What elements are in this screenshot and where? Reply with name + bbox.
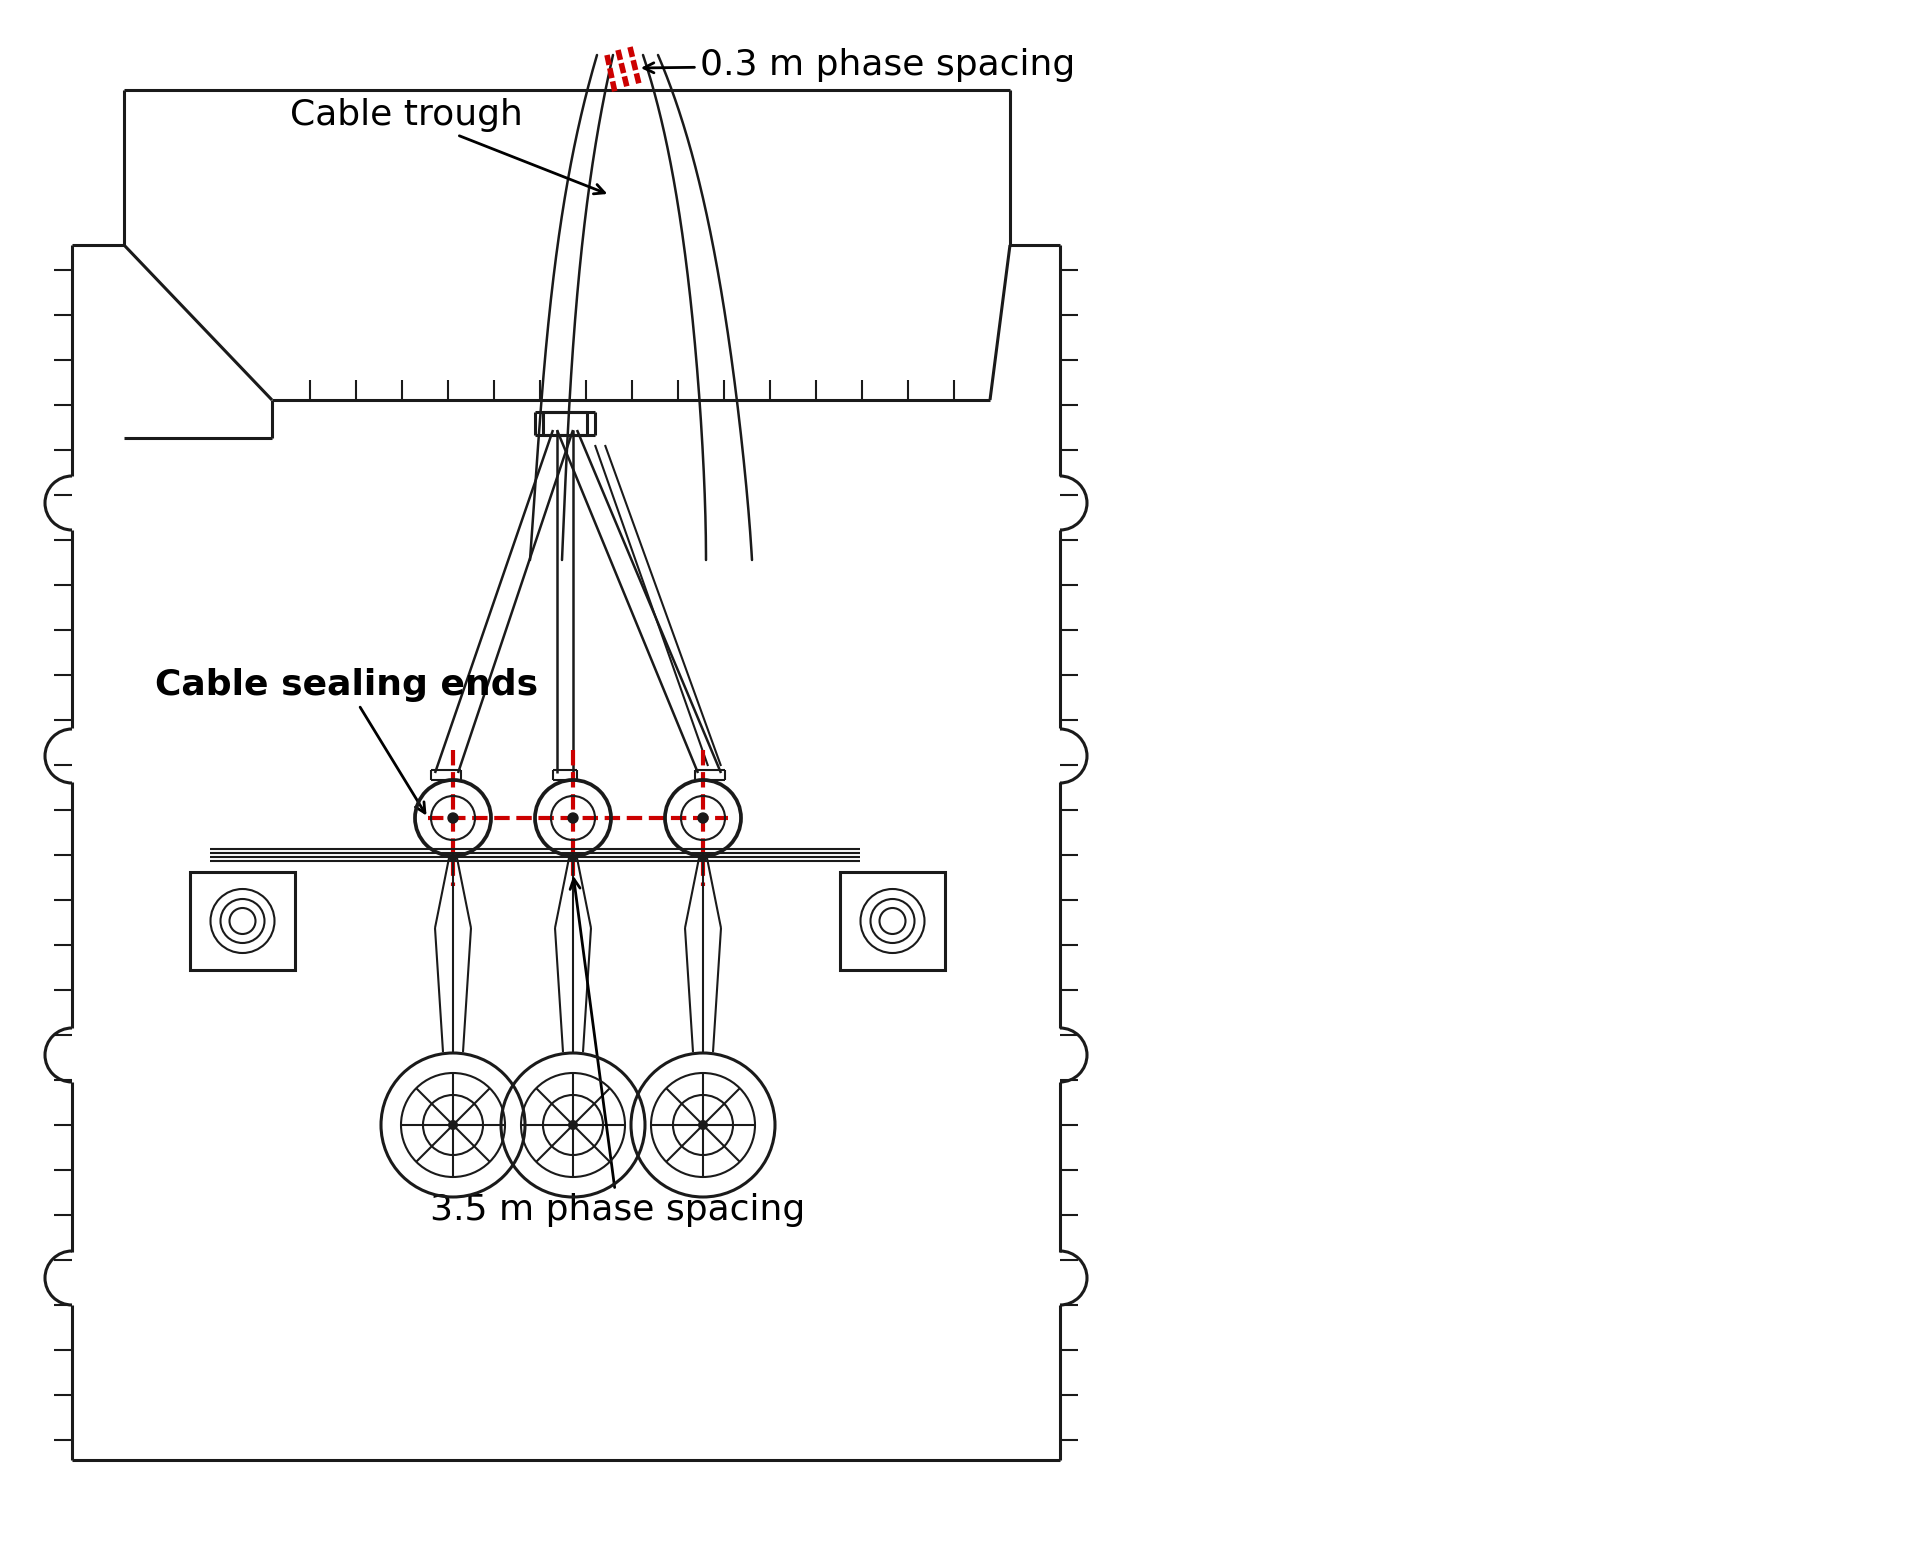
Circle shape [699,854,707,862]
Text: Cable trough: Cable trough [290,99,605,194]
Circle shape [447,1121,459,1130]
Circle shape [447,812,459,823]
Circle shape [568,1121,578,1130]
Circle shape [568,854,578,862]
Text: 3.5 m phase spacing: 3.5 m phase spacing [430,880,804,1227]
Bar [190,872,296,970]
Circle shape [449,854,457,862]
Circle shape [699,812,708,823]
Bar [841,872,945,970]
Circle shape [568,812,578,823]
Text: Cable sealing ends: Cable sealing ends [156,668,538,812]
Circle shape [699,1121,708,1130]
Text: 0.3 m phase spacing: 0.3 m phase spacing [643,49,1075,81]
